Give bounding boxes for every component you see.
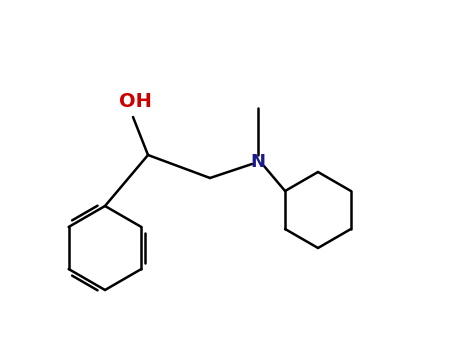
Text: N: N — [251, 153, 266, 171]
Text: OH: OH — [119, 92, 152, 111]
